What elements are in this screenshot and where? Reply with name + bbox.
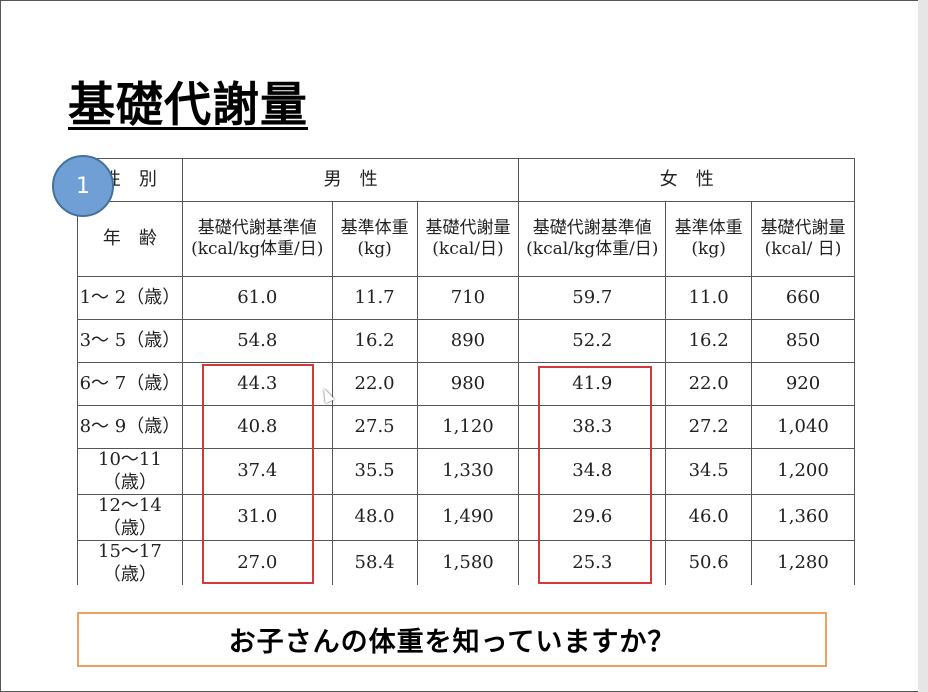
value-cell: 52.2	[518, 319, 667, 363]
value-cell: 58.4	[331, 540, 418, 585]
table-row: 3～ 5（歳） 54.8 16.2 890 52.2 16.2 850	[77, 319, 855, 363]
column-header: 基礎代謝量 (kcal/日)	[416, 201, 520, 277]
column-header: 基準体重 (kg)	[331, 201, 418, 277]
highlight-female-bmr-values	[538, 366, 652, 584]
column-header: 基礎代謝基準値 (kcal/kg体重/日)	[518, 201, 667, 277]
question-callout: お子さんの体重を知っていますか？	[77, 612, 827, 667]
value-cell: 35.5	[331, 448, 418, 495]
value-cell: 1,040	[751, 405, 855, 449]
column-header: 基礎代謝量 (kcal/ 日)	[751, 201, 855, 277]
value-cell: 50.6	[665, 540, 753, 585]
highlight-male-bmr-values	[202, 364, 314, 584]
value-cell: 16.2	[331, 319, 418, 363]
age-cell: 6～ 7（歳）	[77, 362, 183, 406]
value-cell: 710	[416, 276, 520, 320]
value-cell: 37.4	[181, 448, 333, 495]
column-header-title: 基準体重	[674, 217, 743, 238]
column-header-title: 基礎代謝基準値	[532, 217, 652, 238]
column-header-title: 基準体重	[340, 217, 409, 238]
column-header-title: 基礎代謝量	[425, 217, 511, 238]
value-cell: 31.0	[181, 494, 333, 541]
value-cell: 22.0	[331, 362, 418, 406]
bmr-table: 性 別 男 性 女 性 年 齢 基礎代謝基準値 (kcal/kg体重/日) 基準体重…	[77, 158, 855, 585]
value-cell: 850	[751, 319, 855, 363]
column-header-unit: (kcal/日)	[432, 239, 504, 259]
value-cell: 920	[751, 362, 855, 406]
value-cell: 34.8	[518, 448, 667, 495]
table-row: 1～ 2（歳） 61.0 11.7 710 59.7 11.0 660	[77, 276, 855, 320]
value-cell: 11.7	[331, 276, 418, 320]
value-cell: 1,280	[751, 540, 855, 585]
column-header: 基礎代謝基準値 (kcal/kg体重/日)	[181, 201, 333, 277]
value-cell: 1,490	[416, 494, 520, 541]
bmr-table-container: 性 別 男 性 女 性 年 齢 基礎代謝基準値 (kcal/kg体重/日) 基準体重…	[77, 158, 855, 585]
table-row: 8～ 9（歳） 40.8 27.5 1,120 38.3 27.2 1,040	[77, 405, 855, 449]
column-header-unit: (kg)	[357, 239, 392, 259]
value-cell: 16.2	[665, 319, 753, 363]
column-header-unit: (kcal/kg体重/日)	[191, 239, 324, 259]
table-row: 12～14（歳） 31.0 48.0 1,490 29.6 46.0 1,360	[77, 494, 855, 541]
age-cell: 10～11（歳）	[77, 448, 183, 495]
column-header-unit: (kcal/kg体重/日)	[526, 239, 659, 259]
slide-title: 基礎代謝量	[68, 78, 308, 133]
age-cell: 3～ 5（歳）	[77, 319, 183, 363]
age-cell: 1～ 2（歳）	[77, 276, 183, 320]
value-cell: 1,330	[416, 448, 520, 495]
value-cell: 22.0	[665, 362, 753, 406]
value-cell: 890	[416, 319, 520, 363]
value-cell: 25.3	[518, 540, 667, 585]
value-cell: 1,580	[416, 540, 520, 585]
male-header: 男 性	[181, 158, 520, 202]
age-cell: 15～17（歳）	[77, 540, 183, 585]
column-header-title: 基礎代謝基準値	[197, 217, 317, 238]
value-cell: 34.5	[665, 448, 753, 495]
value-cell: 54.8	[181, 319, 333, 363]
value-cell: 660	[751, 276, 855, 320]
value-cell: 46.0	[665, 494, 753, 541]
age-cell: 12～14（歳）	[77, 494, 183, 541]
female-header: 女 性	[518, 158, 855, 202]
age-cell: 8～ 9（歳）	[77, 405, 183, 449]
value-cell: 1,360	[751, 494, 855, 541]
value-cell: 1,200	[751, 448, 855, 495]
column-header: 基準体重 (kg)	[665, 201, 753, 277]
value-cell: 48.0	[331, 494, 418, 541]
value-cell: 61.0	[181, 276, 333, 320]
value-cell: 59.7	[518, 276, 667, 320]
value-cell: 980	[416, 362, 520, 406]
value-cell: 44.3	[181, 362, 333, 406]
scrollbar-track[interactable]	[918, 0, 928, 692]
value-cell: 27.2	[665, 405, 753, 449]
table-row: 15～17（歳） 27.0 58.4 1,580 25.3 50.6 1,280	[77, 540, 855, 585]
column-header-title: 基礎代謝量	[760, 217, 846, 238]
table-row: 10～11（歳） 37.4 35.5 1,330 34.8 34.5 1,200	[77, 448, 855, 495]
table-row: 6～ 7（歳） 44.3 22.0 980 41.9 22.0 920	[77, 362, 855, 406]
column-header-unit: (kg)	[691, 239, 726, 259]
value-cell: 27.0	[181, 540, 333, 585]
column-header-unit: (kcal/ 日)	[764, 239, 842, 259]
value-cell: 27.5	[331, 405, 418, 449]
value-cell: 11.0	[665, 276, 753, 320]
slide-number-badge: 1	[52, 155, 114, 217]
value-cell: 1,120	[416, 405, 520, 449]
